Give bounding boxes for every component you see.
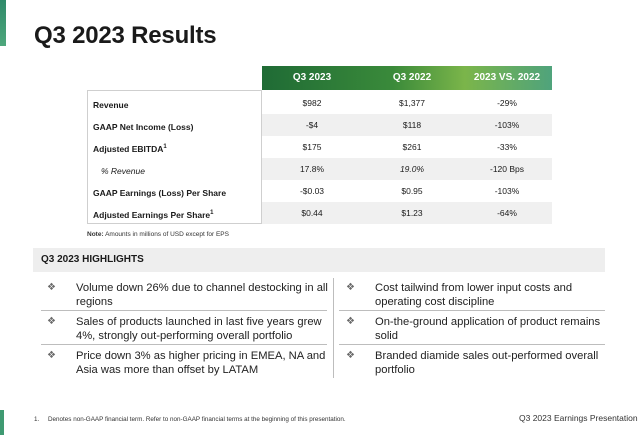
diamond-bullet-icon: ❖ <box>346 350 355 361</box>
row-label: % Revenue <box>101 165 145 176</box>
table-note: Note: Amounts in millions of USD except … <box>87 231 229 238</box>
highlights-title: Q3 2023 HIGHLIGHTS <box>41 254 144 265</box>
highlights-header: Q3 2023 HIGHLIGHTS <box>33 248 605 272</box>
row-label: Adjusted Earnings Per Share1 <box>93 209 214 220</box>
cell-q3-2023: 17.8% <box>299 164 325 174</box>
cell-q3-2023: $175 <box>302 142 322 152</box>
footer-presentation-title: Q3 2023 Earnings Presentation – <box>519 413 640 423</box>
row-label: GAAP Earnings (Loss) Per Share <box>93 187 227 198</box>
cell-change: -103% <box>494 186 520 196</box>
highlights-grid: ❖ Volume down 26% due to channel destock… <box>33 278 605 380</box>
row-divider <box>339 310 605 311</box>
column-header-change: 2023 VS. 2022 <box>473 72 541 83</box>
page-title: Q3 2023 Results <box>34 22 217 49</box>
cell-change: -33% <box>497 142 517 152</box>
row-divider <box>339 344 605 345</box>
table-row-net-income: GAAP Net Income (Loss) -$4 $118 -103% <box>87 114 552 136</box>
cell-change: -120 Bps <box>489 164 525 174</box>
top-accent-bar <box>0 0 6 46</box>
table-row-adjusted-eps: Adjusted Earnings Per Share1 $0.44 $1.23… <box>87 202 552 224</box>
cell-change: -103% <box>494 120 520 130</box>
diamond-bullet-icon: ❖ <box>47 316 56 327</box>
row-divider <box>41 344 327 345</box>
table-row-adjusted-ebitda: Adjusted EBITDA1 $175 $261 -33% <box>87 136 552 158</box>
cell-q3-2023: -$4 <box>305 120 319 130</box>
cell-q3-2022: $118 <box>402 120 422 130</box>
table-row-revenue: Revenue $982 $1,377 -29% <box>87 92 552 114</box>
table-row-percent-revenue: % Revenue 17.8% 19.0% -120 Bps <box>87 158 552 180</box>
column-header-q3-2022: Q3 2022 <box>392 72 432 83</box>
diamond-bullet-icon: ❖ <box>47 282 56 293</box>
table-row-gaap-eps: GAAP Earnings (Loss) Per Share -$0.03 $0… <box>87 180 552 202</box>
row-label: GAAP Net Income (Loss) <box>93 121 194 132</box>
row-label-box <box>87 90 262 224</box>
column-divider <box>333 278 334 378</box>
row-label: Revenue <box>93 99 129 110</box>
cell-q3-2022: 19.0% <box>399 164 425 174</box>
diamond-bullet-icon: ❖ <box>346 316 355 327</box>
cell-change: -29% <box>497 98 517 108</box>
cell-q3-2023: $0.44 <box>301 208 323 218</box>
column-header-q3-2023: Q3 2023 <box>292 72 332 83</box>
cell-change: -64% <box>497 208 517 218</box>
row-divider <box>41 310 327 311</box>
cell-q3-2022: $261 <box>402 142 422 152</box>
cell-q3-2023: $982 <box>302 98 322 108</box>
table-header: Q3 2023 Q3 2022 2023 VS. 2022 <box>262 66 552 90</box>
bottom-accent-bar <box>0 410 4 435</box>
diamond-bullet-icon: ❖ <box>346 282 355 293</box>
cell-q3-2022: $1.23 <box>401 208 423 218</box>
row-label: Adjusted EBITDA1 <box>93 143 167 154</box>
diamond-bullet-icon: ❖ <box>47 350 56 361</box>
cell-q3-2022: $0.95 <box>401 186 423 196</box>
cell-q3-2023: -$0.03 <box>299 186 325 196</box>
cell-q3-2022: $1,377 <box>399 98 425 108</box>
footnote: 1. Denotes non-GAAP financial term. Refe… <box>34 416 346 423</box>
